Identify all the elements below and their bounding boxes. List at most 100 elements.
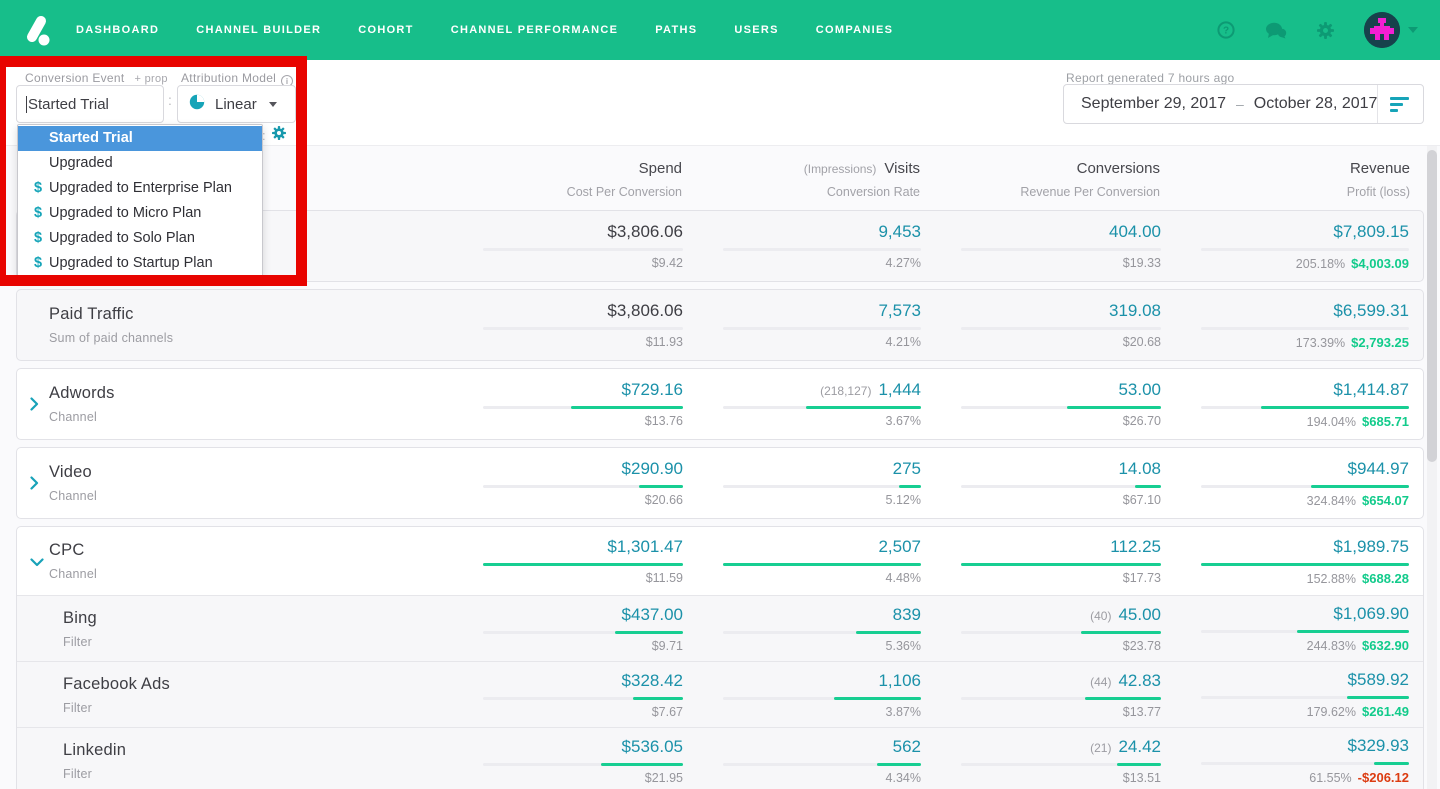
revenue-value[interactable]: $1,989.75	[1333, 536, 1409, 556]
header-revenue[interactable]: Revenue Profit (loss)	[1346, 160, 1410, 199]
row-card-video: Video Channel $290.90 $20.66 275 5.12% 14.…	[16, 447, 1424, 519]
chevron-right-icon[interactable]	[30, 397, 39, 416]
table-header: Spend Cost Per Conversion (Impressions) V…	[16, 146, 1424, 210]
help-icon[interactable]: ?	[1217, 21, 1235, 39]
dropdown-item-upgraded-startup[interactable]: $ Upgraded to Startup Plan	[18, 251, 262, 276]
cost-per-conversion: $21.95	[644, 770, 683, 785]
visits-value[interactable]: 562	[892, 736, 921, 756]
row-subtitle: Filter	[63, 700, 92, 715]
row-title: Linkedin	[63, 740, 127, 759]
dropdown-item-upgraded-enterprise[interactable]: $ Upgraded to Enterprise Plan	[18, 176, 262, 201]
conversions-value[interactable]: 42.83	[1118, 670, 1161, 690]
conversion-event-input[interactable]: Started Trial	[16, 85, 164, 123]
revenue-value[interactable]: $944.97	[1347, 458, 1409, 478]
profit-value: $654.07	[1362, 492, 1409, 508]
add-prop-link[interactable]: + prop	[134, 73, 168, 85]
dropdown-item-started-trial[interactable]: Started Trial	[18, 126, 262, 151]
conversion-rate: 5.12%	[885, 493, 921, 507]
date-end: October 28, 2017	[1253, 95, 1378, 112]
scrollbar-thumb[interactable]	[1427, 150, 1437, 462]
table-row[interactable]: Video Channel $290.90 $20.66 275 5.12% 14.…	[17, 448, 1423, 518]
nav-right-icons: ?	[1187, 12, 1418, 48]
table-row[interactable]: Paid Traffic Sum of paid channels $3,806…	[17, 290, 1423, 360]
dollar-icon: $	[34, 255, 43, 271]
revenue-value[interactable]: $589.92	[1347, 670, 1409, 689]
spend-value[interactable]: $3,806.06	[607, 222, 683, 241]
conversions-value[interactable]: 53.00	[1118, 380, 1161, 399]
nav-item-paths[interactable]: PATHS	[655, 24, 698, 36]
table-row[interactable]: Linkedin Filter $536.05 $21.95 562 4.34% (…	[17, 727, 1423, 789]
nav-item-companies[interactable]: COMPANIES	[815, 24, 894, 36]
table-row[interactable]: Facebook Ads Filter $328.42 $7.67 1,106 3.…	[17, 661, 1423, 727]
account-chevron-down-icon[interactable]	[1408, 27, 1418, 33]
cost-per-conversion: $13.76	[644, 414, 683, 428]
conversions-value[interactable]: 45.00	[1118, 604, 1161, 624]
conversions-value[interactable]: 404.00	[1109, 222, 1161, 241]
conversions-value[interactable]: 24.42	[1118, 736, 1161, 756]
revenue-value[interactable]: $1,414.87	[1333, 379, 1409, 399]
revenue-per-conversion: $13.51	[1122, 770, 1161, 785]
channel-settings-gear-icon[interactable]	[272, 126, 286, 145]
revenue-value[interactable]: $329.93	[1347, 736, 1409, 755]
visits-value[interactable]: 1,444	[878, 380, 921, 399]
colon-separator-2: :	[262, 128, 266, 143]
dropdown-item-upgraded-solo[interactable]: $ Upgraded to Solo Plan	[18, 226, 262, 251]
nav-item-channel-builder[interactable]: CHANNEL BUILDER	[196, 24, 322, 36]
nav-item-cohort[interactable]: COHORT	[358, 24, 414, 36]
spend-value[interactable]: $1,301.47	[607, 537, 683, 556]
filter-icon[interactable]	[1390, 97, 1409, 115]
revenue-value[interactable]: $7,809.15	[1333, 221, 1409, 241]
spend-value[interactable]: $3,806.06	[607, 301, 683, 320]
attribution-model-dropdown[interactable]: Linear	[177, 85, 296, 123]
revenue-per-conversion: $67.10	[1122, 493, 1161, 507]
visits-value[interactable]: 275	[892, 459, 921, 478]
table-row[interactable]: Bing Filter $437.00 $9.71 839 5.36% (40) 45…	[17, 595, 1423, 661]
header-visits[interactable]: (Impressions) Visits Conversion Rate	[803, 160, 920, 199]
spend-value[interactable]: $536.05	[621, 736, 683, 756]
revenue-value[interactable]: $6,599.31	[1333, 300, 1409, 320]
table-row[interactable]: $3,806.06 $9.42 9,453 4.27% 404.00 $19.33 $…	[17, 211, 1423, 281]
revenue-per-conversion: $19.33	[1122, 256, 1161, 270]
revenue-value[interactable]: $1,069.90	[1333, 604, 1409, 623]
header-conversions[interactable]: Conversions Revenue Per Conversion	[1020, 160, 1160, 199]
dropdown-item-upgraded-micro[interactable]: $ Upgraded to Micro Plan	[18, 201, 262, 226]
visits-value[interactable]: 839	[892, 604, 921, 624]
conversions-value[interactable]: 14.08	[1118, 459, 1161, 478]
conversions-value[interactable]: 319.08	[1109, 301, 1161, 320]
chat-icon[interactable]	[1265, 21, 1287, 39]
cost-per-conversion: $9.71	[651, 638, 683, 653]
profit-value: $4,003.09	[1351, 255, 1409, 271]
cost-per-conversion: $7.67	[651, 704, 683, 719]
visits-value[interactable]: 1,106	[878, 670, 921, 690]
visits-value[interactable]: 7,573	[878, 301, 921, 320]
attribution-model-label-text: Attribution Model	[181, 71, 277, 85]
roi-percent: 179.62%	[1306, 705, 1356, 719]
table-row[interactable]: Adwords Channel $729.16 $13.76 (218,127) 1…	[17, 369, 1423, 439]
dropdown-item-label: Started Trial	[49, 130, 133, 146]
visits-value[interactable]: 2,507	[878, 537, 921, 556]
nav-item-users[interactable]: USERS	[734, 24, 779, 36]
roi-percent: 194.04%	[1306, 414, 1356, 429]
dropdown-item-upgraded[interactable]: Upgraded	[18, 151, 262, 176]
conversions-value[interactable]: 112.25	[1110, 537, 1161, 556]
spend-value[interactable]: $328.42	[621, 670, 683, 690]
app-logo-icon[interactable]	[22, 12, 50, 48]
date-start: September 29, 2017	[1081, 95, 1226, 112]
table-row[interactable]: CPC Channel $1,301.47 $11.59 2,507 4.48% 1…	[17, 527, 1423, 595]
header-spend[interactable]: Spend Cost Per Conversion	[566, 160, 682, 199]
chevron-down-icon[interactable]	[30, 554, 44, 572]
spend-value[interactable]: $437.00	[621, 604, 683, 624]
row-subtitle: Channel	[49, 489, 97, 503]
date-range-picker[interactable]: September 29, 2017 – October 28, 2017	[1063, 84, 1424, 124]
visits-value[interactable]: 9,453	[878, 222, 921, 241]
user-avatar[interactable]	[1364, 12, 1400, 48]
spend-value[interactable]: $729.16	[621, 380, 683, 399]
scrollbar-track[interactable]	[1427, 146, 1437, 789]
nav-item-dashboard[interactable]: DASHBOARD	[76, 24, 160, 36]
roi-percent: 205.18%	[1295, 256, 1346, 271]
nav-item-channel-performance[interactable]: CHANNEL PERFORMANCE	[450, 24, 619, 36]
spend-value[interactable]: $290.90	[621, 459, 683, 478]
settings-gear-icon[interactable]	[1317, 21, 1334, 39]
roi-percent: 324.84%	[1306, 493, 1356, 508]
chevron-right-icon[interactable]	[30, 476, 39, 495]
